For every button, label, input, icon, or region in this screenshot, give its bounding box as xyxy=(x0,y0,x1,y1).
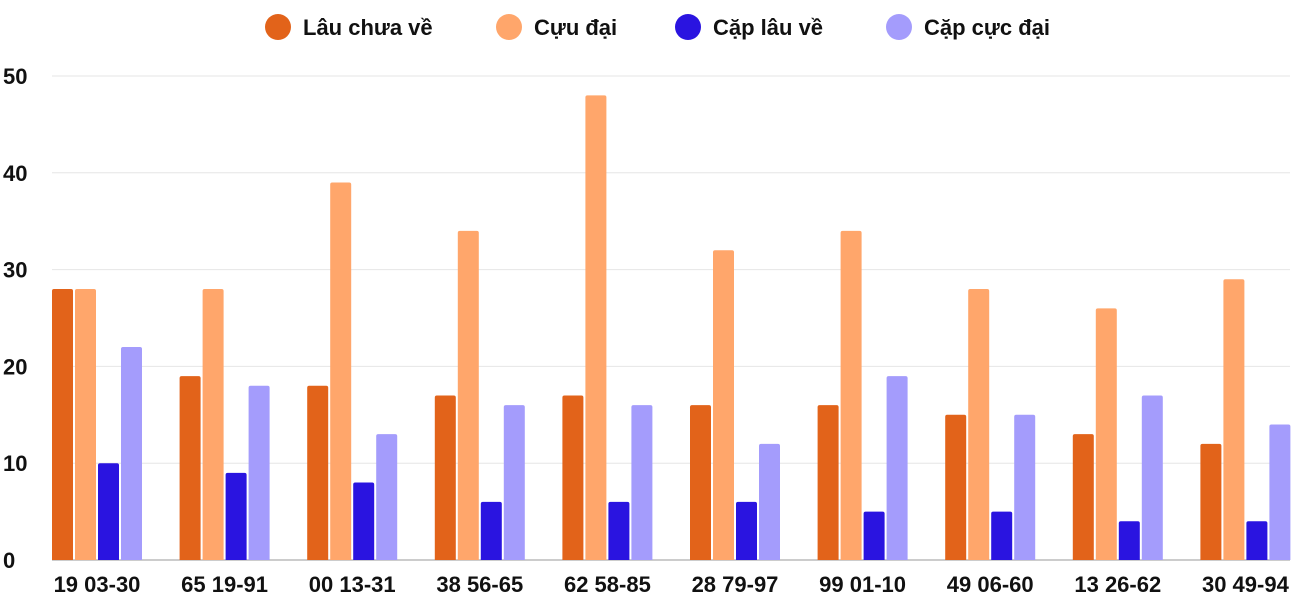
bar xyxy=(1141,395,1163,560)
bar xyxy=(631,405,653,560)
y-tick-label: 30 xyxy=(3,258,27,283)
legend-marker xyxy=(265,14,291,40)
legend-marker xyxy=(675,14,701,40)
bar xyxy=(759,443,780,560)
y-tick-label: 20 xyxy=(3,354,27,379)
legend-item: Cặp cực đại xyxy=(886,14,1050,40)
legend-label: Lâu chưa về xyxy=(303,15,433,40)
bar xyxy=(1223,279,1245,560)
bar xyxy=(98,463,119,560)
bar xyxy=(202,288,224,560)
bar xyxy=(457,230,479,560)
bar xyxy=(376,434,398,560)
bar xyxy=(945,414,967,560)
bar xyxy=(1014,414,1036,560)
bar xyxy=(713,250,734,560)
legend-item: Cặp lâu về xyxy=(675,14,823,40)
bar xyxy=(503,405,525,560)
bar xyxy=(75,288,96,560)
y-tick-label: 40 xyxy=(3,161,27,186)
legend-label: Cặp lâu về xyxy=(713,15,823,40)
bar xyxy=(225,472,247,560)
bar xyxy=(817,405,839,560)
x-tick-label: 38 56-65 xyxy=(436,572,523,597)
bar xyxy=(307,385,329,560)
legend-item: Lâu chưa về xyxy=(265,14,433,40)
bar xyxy=(52,288,73,560)
bar xyxy=(121,347,142,560)
x-tick-label: 30 49-94 xyxy=(1202,572,1290,597)
bar xyxy=(585,95,607,560)
y-tick-label: 10 xyxy=(3,451,27,476)
bar xyxy=(991,511,1013,560)
bar xyxy=(434,395,456,560)
bar xyxy=(562,395,584,560)
legend-label: Cặp cực đại xyxy=(924,15,1050,40)
y-tick-label: 50 xyxy=(3,64,27,89)
x-axis: 19 03-30 65 19-91 00 13-31 38 56-65 62 58-85… xyxy=(54,572,1290,597)
bar xyxy=(1269,424,1291,560)
bar xyxy=(1118,521,1140,560)
bar xyxy=(886,376,908,560)
x-tick-label: 00 13-31 xyxy=(309,572,396,597)
bar xyxy=(330,182,352,560)
x-tick-label: 65 19-91 xyxy=(181,572,268,597)
bar xyxy=(480,501,502,560)
bar xyxy=(863,511,885,560)
x-tick-label: 49 06-60 xyxy=(947,572,1034,597)
bar xyxy=(968,288,990,560)
y-axis: 0 10 20 30 40 50 xyxy=(3,64,27,573)
bar xyxy=(736,501,757,560)
bar xyxy=(179,376,201,560)
bar xyxy=(690,405,711,560)
bar xyxy=(1246,521,1268,560)
x-tick-label: 13 26-62 xyxy=(1074,572,1161,597)
bar xyxy=(608,501,630,560)
bar xyxy=(1095,308,1117,560)
bar xyxy=(1072,434,1094,560)
bar xyxy=(353,482,375,560)
legend-label: Cựu đại xyxy=(534,15,617,40)
bar xyxy=(840,230,862,560)
x-tick-label: 19 03-30 xyxy=(54,572,141,597)
x-tick-label: 62 58-85 xyxy=(564,572,651,597)
legend-marker xyxy=(886,14,912,40)
bar xyxy=(248,385,270,560)
legend-marker xyxy=(496,14,522,40)
x-tick-label: 99 01-10 xyxy=(819,572,906,597)
bars xyxy=(52,95,1291,560)
bar xyxy=(1200,443,1222,560)
legend-item: Cựu đại xyxy=(496,14,617,40)
x-tick-label: 28 79-97 xyxy=(692,572,779,597)
legend: Lâu chưa về Cựu đại Cặp lâu về Cặp cực đại xyxy=(265,14,1050,40)
y-tick-label: 0 xyxy=(3,548,15,573)
